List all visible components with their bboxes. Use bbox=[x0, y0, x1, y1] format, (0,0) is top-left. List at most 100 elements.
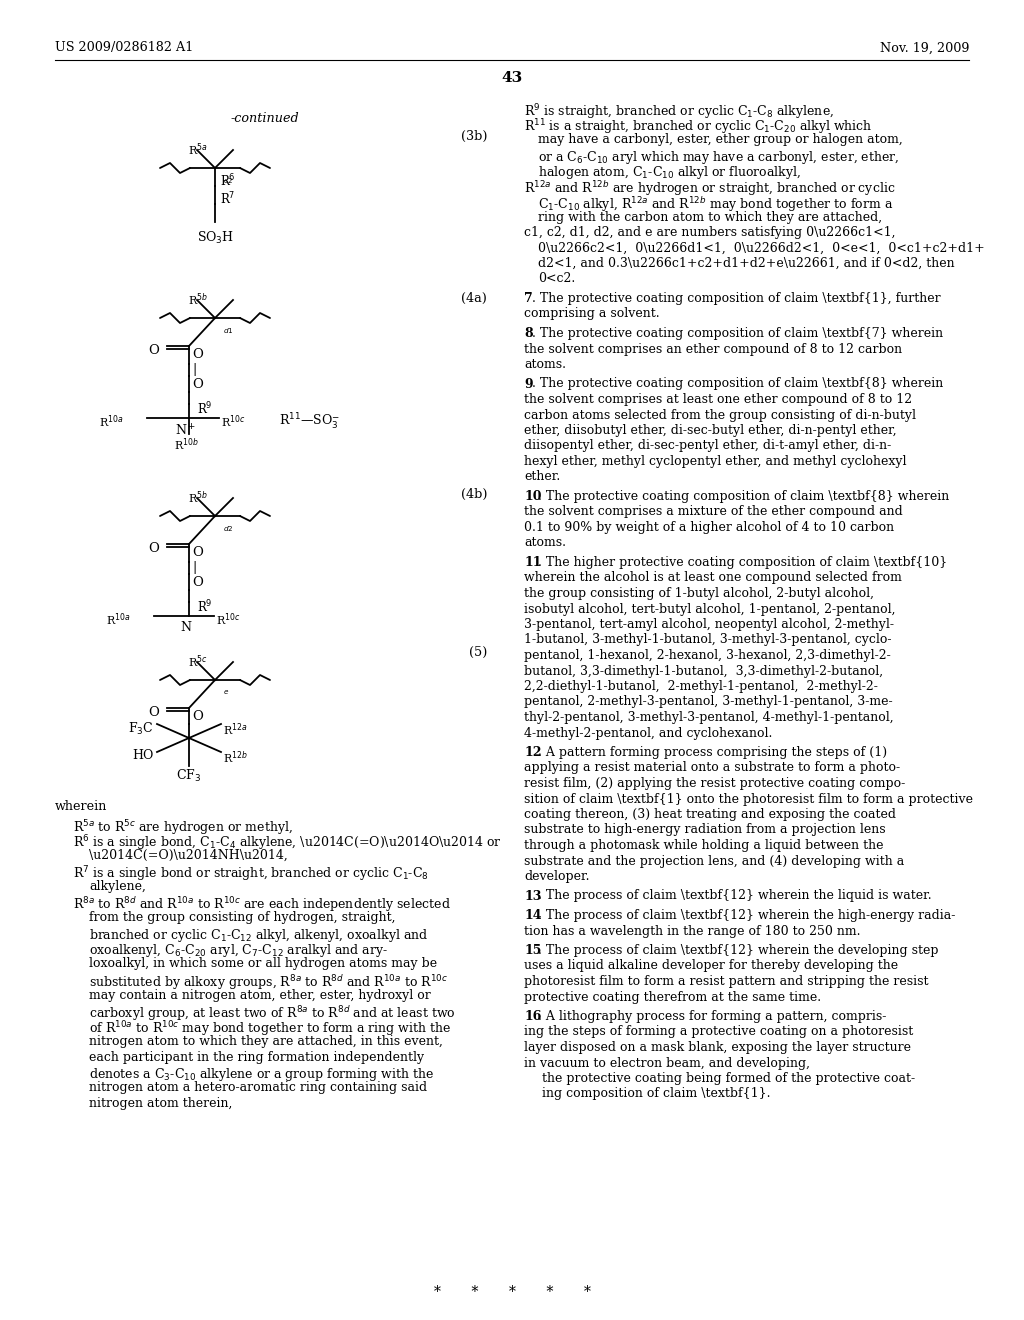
Text: ring with the carbon atom to which they are attached,: ring with the carbon atom to which they … bbox=[538, 210, 882, 223]
Text: R$^{5b}$: R$^{5b}$ bbox=[188, 488, 208, 506]
Text: 15: 15 bbox=[524, 944, 542, 957]
Text: R$^{12a}$ and R$^{12b}$ are hydrogen or straight, branched or cyclic: R$^{12a}$ and R$^{12b}$ are hydrogen or … bbox=[524, 180, 895, 198]
Text: R$^{11}$—SO$_3^{-}$: R$^{11}$—SO$_3^{-}$ bbox=[279, 412, 340, 432]
Text: (3b): (3b) bbox=[461, 129, 487, 143]
Text: carboxyl group, at least two of R$^{8a}$ to R$^{8d}$ and at least two: carboxyl group, at least two of R$^{8a}$… bbox=[89, 1005, 456, 1023]
Text: R$^{12a}$: R$^{12a}$ bbox=[223, 721, 248, 738]
Text: R$^{9}$ is straight, branched or cyclic C$_1$-C$_8$ alkylene,: R$^{9}$ is straight, branched or cyclic … bbox=[524, 102, 835, 121]
Text: of R$^{10a}$ to R$^{10c}$ may bond together to form a ring with the: of R$^{10a}$ to R$^{10c}$ may bond toget… bbox=[89, 1019, 452, 1039]
Text: tion has a wavelength in the range of 180 to 250 nm.: tion has a wavelength in the range of 18… bbox=[524, 924, 860, 937]
Text: CF$_3$: CF$_3$ bbox=[176, 768, 202, 784]
Text: 8: 8 bbox=[524, 327, 532, 341]
Text: R$^{10a}$: R$^{10a}$ bbox=[99, 413, 124, 430]
Text: (4b): (4b) bbox=[461, 488, 487, 502]
Text: ether, diisobutyl ether, di-sec-butyl ether, di-n-pentyl ether,: ether, diisobutyl ether, di-sec-butyl et… bbox=[524, 424, 897, 437]
Text: O: O bbox=[193, 348, 203, 362]
Text: $_{e}$: $_{e}$ bbox=[223, 688, 229, 697]
Text: 7: 7 bbox=[524, 292, 532, 305]
Text: ing composition of claim \textbf{1}.: ing composition of claim \textbf{1}. bbox=[542, 1088, 770, 1101]
Text: each participant in the ring formation independently: each participant in the ring formation i… bbox=[89, 1051, 424, 1064]
Text: ether.: ether. bbox=[524, 470, 560, 483]
Text: nitrogen atom a hetero-aromatic ring containing said: nitrogen atom a hetero-aromatic ring con… bbox=[89, 1081, 427, 1094]
Text: SO$_3$H: SO$_3$H bbox=[197, 230, 234, 246]
Text: $_{d1}$: $_{d1}$ bbox=[223, 326, 233, 335]
Text: . The process of claim \textbf{12} wherein the high-energy radia-: . The process of claim \textbf{12} where… bbox=[538, 909, 955, 921]
Text: R$^{7}$: R$^{7}$ bbox=[220, 190, 236, 207]
Text: substrate to high-energy radiation from a projection lens: substrate to high-energy radiation from … bbox=[524, 824, 886, 837]
Text: R$^{7}$ is a single bond or straight, branched or cyclic C$_1$-C$_8$: R$^{7}$ is a single bond or straight, br… bbox=[73, 865, 429, 884]
Text: developer.: developer. bbox=[524, 870, 590, 883]
Text: R$^{10c}$: R$^{10c}$ bbox=[216, 611, 241, 628]
Text: $_{d2}$: $_{d2}$ bbox=[223, 524, 233, 533]
Text: isobutyl alcohol, tert-butyl alcohol, 1-pentanol, 2-pentanol,: isobutyl alcohol, tert-butyl alcohol, 1-… bbox=[524, 602, 896, 615]
Text: photoresist film to form a resist pattern and stripping the resist: photoresist film to form a resist patter… bbox=[524, 975, 929, 987]
Text: wherein: wherein bbox=[55, 800, 108, 813]
Text: atoms.: atoms. bbox=[524, 358, 566, 371]
Text: 4-methyl-2-pentanol, and cyclohexanol.: 4-methyl-2-pentanol, and cyclohexanol. bbox=[524, 726, 772, 739]
Text: R$^{5a}$ to R$^{5c}$ are hydrogen or methyl,: R$^{5a}$ to R$^{5c}$ are hydrogen or met… bbox=[73, 818, 293, 838]
Text: O: O bbox=[193, 379, 203, 392]
Text: R$^{10a}$: R$^{10a}$ bbox=[106, 611, 131, 628]
Text: 2,2-diethyl-1-butanol,  2-methyl-1-pentanol,  2-methyl-2-: 2,2-diethyl-1-butanol, 2-methyl-1-pentan… bbox=[524, 680, 878, 693]
Text: . The process of claim \textbf{12} wherein the liquid is water.: . The process of claim \textbf{12} where… bbox=[538, 890, 932, 903]
Text: . The process of claim \textbf{12} wherein the developing step: . The process of claim \textbf{12} where… bbox=[538, 944, 939, 957]
Text: Nov. 19, 2009: Nov. 19, 2009 bbox=[880, 41, 969, 54]
Text: $_{c2}$: $_{c2}$ bbox=[223, 176, 232, 186]
Text: R$^{9}$: R$^{9}$ bbox=[197, 599, 213, 615]
Text: or a C$_6$-C$_{10}$ aryl which may have a carbonyl, ester, ether,: or a C$_6$-C$_{10}$ aryl which may have … bbox=[538, 149, 899, 165]
Text: R$^{6}$: R$^{6}$ bbox=[220, 173, 236, 189]
Text: branched or cyclic C$_1$-C$_{12}$ alkyl, alkenyl, oxoalkyl and: branched or cyclic C$_1$-C$_{12}$ alkyl,… bbox=[89, 927, 428, 944]
Text: the solvent comprises a mixture of the ether compound and: the solvent comprises a mixture of the e… bbox=[524, 506, 903, 519]
Text: uses a liquid alkaline developer for thereby developing the: uses a liquid alkaline developer for the… bbox=[524, 960, 898, 973]
Text: pentanol, 2-methyl-3-pentanol, 3-methyl-1-pentanol, 3-me-: pentanol, 2-methyl-3-pentanol, 3-methyl-… bbox=[524, 696, 893, 709]
Text: F$_3$C: F$_3$C bbox=[128, 721, 154, 737]
Text: 43: 43 bbox=[502, 71, 522, 84]
Text: 9: 9 bbox=[524, 378, 532, 391]
Text: pentanol, 1-hexanol, 2-hexanol, 3-hexanol, 2,3-dimethyl-2-: pentanol, 1-hexanol, 2-hexanol, 3-hexano… bbox=[524, 649, 891, 663]
Text: |: | bbox=[193, 363, 197, 376]
Text: . The protective coating composition of claim \textbf{7} wherein: . The protective coating composition of … bbox=[532, 327, 943, 341]
Text: the solvent comprises an ether compound of 8 to 12 carbon: the solvent comprises an ether compound … bbox=[524, 342, 902, 355]
Text: R$^{11}$ is a straight, branched or cyclic C$_1$-C$_{20}$ alkyl which: R$^{11}$ is a straight, branched or cycl… bbox=[524, 117, 872, 137]
Text: R$^{9}$: R$^{9}$ bbox=[197, 401, 213, 417]
Text: R$^{5c}$: R$^{5c}$ bbox=[188, 653, 208, 669]
Text: 0<c2.: 0<c2. bbox=[538, 272, 575, 285]
Text: O: O bbox=[193, 546, 203, 560]
Text: may have a carbonyl, ester, ether group or halogen atom,: may have a carbonyl, ester, ether group … bbox=[538, 133, 903, 147]
Text: O: O bbox=[148, 541, 160, 554]
Text: R$^{10b}$: R$^{10b}$ bbox=[173, 436, 199, 453]
Text: . A pattern forming process comprising the steps of (1): . A pattern forming process comprising t… bbox=[538, 746, 887, 759]
Text: applying a resist material onto a substrate to form a photo-: applying a resist material onto a substr… bbox=[524, 762, 900, 775]
Text: 12: 12 bbox=[524, 746, 542, 759]
Text: O: O bbox=[193, 710, 203, 722]
Text: diisopentyl ether, di-sec-pentyl ether, di-t-amyl ether, di-n-: diisopentyl ether, di-sec-pentyl ether, … bbox=[524, 440, 891, 453]
Text: substrate and the projection lens, and (4) developing with a: substrate and the projection lens, and (… bbox=[524, 854, 904, 867]
Text: through a photomask while holding a liquid between the: through a photomask while holding a liqu… bbox=[524, 840, 884, 851]
Text: O: O bbox=[193, 577, 203, 590]
Text: 16: 16 bbox=[524, 1010, 542, 1023]
Text: d2<1, and 0.3\u2266c1+c2+d1+d2+e\u22661, and if 0<d2, then: d2<1, and 0.3\u2266c1+c2+d1+d2+e\u22661,… bbox=[538, 257, 954, 271]
Text: C$_1$-C$_{10}$ alkyl, R$^{12a}$ and R$^{12b}$ may bond together to form a: C$_1$-C$_{10}$ alkyl, R$^{12a}$ and R$^{… bbox=[538, 195, 893, 214]
Text: US 2009/0286182 A1: US 2009/0286182 A1 bbox=[55, 41, 194, 54]
Text: halogen atom, C$_1$-C$_{10}$ alkyl or fluoroalkyl,: halogen atom, C$_1$-C$_{10}$ alkyl or fl… bbox=[538, 164, 801, 181]
Text: the group consisting of 1-butyl alcohol, 2-butyl alcohol,: the group consisting of 1-butyl alcohol,… bbox=[524, 587, 874, 601]
Text: (5): (5) bbox=[469, 645, 487, 659]
Text: the protective coating being formed of the protective coat-: the protective coating being formed of t… bbox=[542, 1072, 915, 1085]
Text: N$^+$: N$^+$ bbox=[175, 422, 197, 438]
Text: nitrogen atom to which they are attached, in this event,: nitrogen atom to which they are attached… bbox=[89, 1035, 442, 1048]
Text: (4a): (4a) bbox=[461, 292, 487, 305]
Text: nitrogen atom therein,: nitrogen atom therein, bbox=[89, 1097, 232, 1110]
Text: 13: 13 bbox=[524, 890, 542, 903]
Text: may contain a nitrogen atom, ether, ester, hydroxyl or: may contain a nitrogen atom, ether, este… bbox=[89, 989, 431, 1002]
Text: O: O bbox=[148, 705, 160, 718]
Text: loxoalkyl, in which some or all hydrogen atoms may be: loxoalkyl, in which some or all hydrogen… bbox=[89, 957, 437, 970]
Text: R$^{8a}$ to R$^{8d}$ and R$^{10a}$ to R$^{10c}$ are each independently selected: R$^{8a}$ to R$^{8d}$ and R$^{10a}$ to R$… bbox=[73, 895, 451, 915]
Text: R$^{6}$ is a single bond, C$_1$-C$_4$ alkylene, \u2014C(=O)\u2014O\u2014 or: R$^{6}$ is a single bond, C$_1$-C$_4$ al… bbox=[73, 833, 502, 853]
Text: oxoalkenyl, C$_6$-C$_{20}$ aryl, C$_7$-C$_{12}$ aralkyl and ary-: oxoalkenyl, C$_6$-C$_{20}$ aryl, C$_7$-C… bbox=[89, 942, 388, 960]
Text: comprising a solvent.: comprising a solvent. bbox=[524, 308, 659, 321]
Text: thyl-2-pentanol, 3-methyl-3-pentanol, 4-methyl-1-pentanol,: thyl-2-pentanol, 3-methyl-3-pentanol, 4-… bbox=[524, 711, 894, 723]
Text: |: | bbox=[193, 561, 197, 574]
Text: -continued: -continued bbox=[230, 112, 299, 125]
Text: sition of claim \textbf{1} onto the photoresist film to form a protective: sition of claim \textbf{1} onto the phot… bbox=[524, 792, 973, 805]
Text: wherein the alcohol is at least one compound selected from: wherein the alcohol is at least one comp… bbox=[524, 572, 902, 585]
